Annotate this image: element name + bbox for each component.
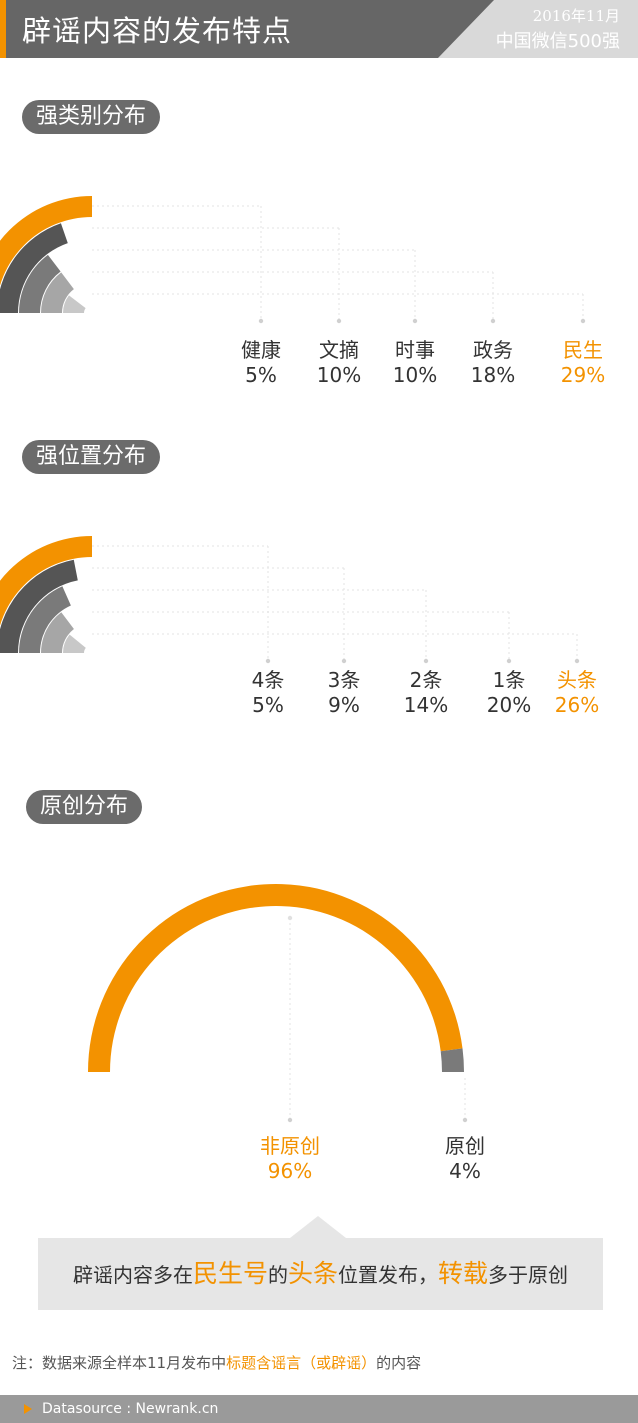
category-label: 时事 10% <box>375 338 455 388</box>
original-value: 4% <box>449 1159 481 1183</box>
original-semicircle-chart <box>87 883 468 1123</box>
category-value: 10% <box>392 363 438 387</box>
semicircle-segment-0 <box>87 883 463 1072</box>
footer-bar: Datasource : Newrank.cn <box>0 1395 638 1423</box>
leader-dot-0 <box>580 318 586 324</box>
page-title: 辟谣内容的发布特点 <box>22 14 293 48</box>
category-name: 3条 <box>327 668 361 692</box>
semicircle-segment-1 <box>440 1048 464 1072</box>
position-arc-chart <box>0 536 580 664</box>
category-label: 政务 18% <box>453 338 533 388</box>
category-value: 5% <box>252 693 284 717</box>
header-date: 2016年11月 <box>532 7 620 25</box>
category-value: 29% <box>560 363 606 387</box>
arc-band-0 <box>63 295 86 313</box>
datasource-label: Datasource : Newrank.cn <box>42 1401 219 1417</box>
leader-lines <box>92 545 578 661</box>
original-label: 原创 4% <box>415 1134 515 1184</box>
arc-band-2 <box>19 254 61 313</box>
note-highlight: 标题含谣言（或辟谣） <box>226 1354 377 1372</box>
summary-highlight-3: 转载 <box>438 1259 489 1288</box>
original-name: 非原创 <box>260 1134 320 1158</box>
leader-dot-2 <box>412 318 418 324</box>
arc-band-4 <box>0 196 92 286</box>
category-value: 14% <box>403 693 449 717</box>
category-name: 时事 <box>395 338 435 362</box>
category-name: 民生 <box>563 338 603 362</box>
original-value: 96% <box>267 1159 313 1183</box>
arc-band-3 <box>0 223 68 313</box>
leader-dot-1 <box>490 318 496 324</box>
leader-lines <box>92 205 584 321</box>
summary-highlight-1: 民生号 <box>192 1259 268 1288</box>
semicircle-leader-dot-1 <box>462 1117 468 1123</box>
category-label: 1条 20% <box>469 668 549 718</box>
category-label: 文摘 10% <box>299 338 379 388</box>
leader-dot-3 <box>336 318 342 324</box>
category-name: 2条 <box>409 668 443 692</box>
summary-box: 辟谣内容多在民生号的头条位置发布，转载多于原创 <box>38 1238 603 1310</box>
leader-dot-0 <box>574 658 580 664</box>
header-sample: 中国微信500强 <box>495 31 620 52</box>
arc-band-1 <box>41 612 74 653</box>
original-label: 非原创 96% <box>240 1134 340 1184</box>
section-title-position: 强位置分布 <box>22 440 161 474</box>
category-name: 1条 <box>492 668 526 692</box>
category-value: 9% <box>328 693 360 717</box>
section-title-original: 原创分布 <box>26 790 143 824</box>
semicircle-leader-dot-0 <box>287 1117 293 1123</box>
section-title-category: 强类别分布 <box>22 100 161 134</box>
arc-band-3 <box>0 559 78 653</box>
summary-text-1: 辟谣内容多在 <box>72 1263 193 1287</box>
leader-dot-2 <box>423 658 429 664</box>
category-value: 20% <box>486 693 532 717</box>
category-name: 文摘 <box>319 338 359 362</box>
arc-band-1 <box>41 272 74 313</box>
category-name: 4条 <box>251 668 285 692</box>
leader-dot-1 <box>506 658 512 664</box>
data-note: 注：数据来源全样本11月发布中标题含谣言（或辟谣）的内容 <box>12 1352 421 1373</box>
category-value: 26% <box>554 693 600 717</box>
summary-text-4: 多于原创 <box>488 1263 569 1287</box>
semicircle-leader-top-dot <box>287 915 293 921</box>
original-name: 原创 <box>445 1134 485 1158</box>
category-value: 10% <box>316 363 362 387</box>
semicircle-leaders <box>289 918 466 1120</box>
category-value: 5% <box>245 363 277 387</box>
leader-dot-4 <box>258 318 264 324</box>
arc-band-0 <box>63 634 86 653</box>
header-banner: 辟谣内容的发布特点 2016年11月 中国微信500强 <box>0 0 638 58</box>
summary-highlight-2: 头条 <box>287 1259 338 1288</box>
category-label: 民生 29% <box>543 338 623 388</box>
arc-band-2 <box>19 586 71 653</box>
category-name: 头条 <box>557 668 597 692</box>
category-arc-chart <box>0 196 586 324</box>
category-label: 健康 5% <box>221 338 301 388</box>
category-label: 头条 26% <box>537 668 617 718</box>
category-label: 3条 9% <box>304 668 384 718</box>
category-label: 4条 5% <box>228 668 308 718</box>
arc-band-4 <box>0 536 92 626</box>
summary-text-3: 位置发布， <box>338 1263 438 1287</box>
note-prefix: 注：数据来源全样本11月发布中 <box>12 1354 227 1372</box>
category-name: 健康 <box>241 338 281 362</box>
category-label: 2条 14% <box>386 668 466 718</box>
category-name: 政务 <box>473 338 513 362</box>
play-triangle-icon <box>24 1404 32 1414</box>
leader-dot-3 <box>341 658 347 664</box>
note-suffix: 的内容 <box>376 1354 422 1372</box>
category-value: 18% <box>470 363 516 387</box>
summary-text-2: 的 <box>267 1263 288 1287</box>
header-accent-bar <box>0 0 6 58</box>
summary-notch <box>290 1216 346 1238</box>
leader-dot-4 <box>265 658 271 664</box>
